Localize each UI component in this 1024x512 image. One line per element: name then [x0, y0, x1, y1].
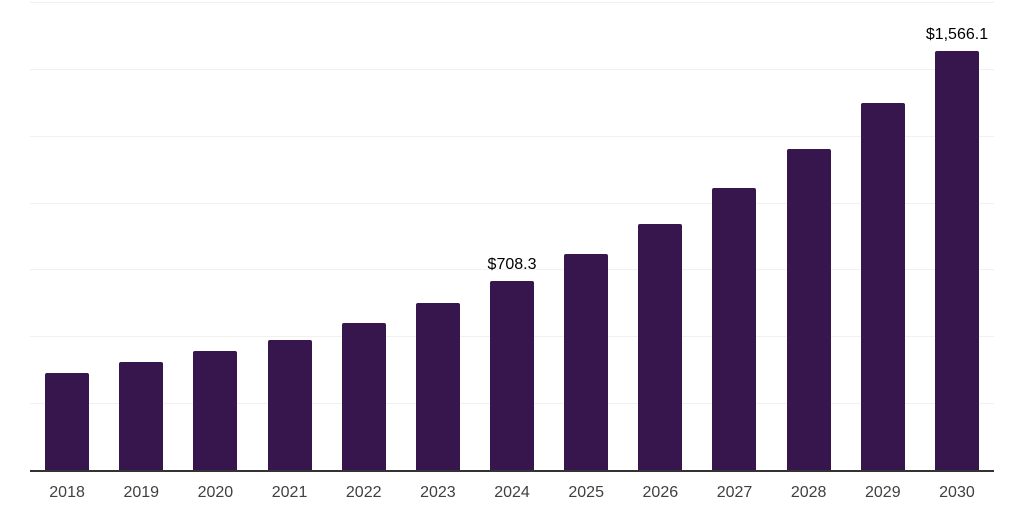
bar-chart: $708.3 $1,566.1 2018 2019 2020 2021 2022 2023 2…	[30, 0, 994, 502]
bar-group-2026	[638, 224, 683, 470]
bar-slot-2024: $708.3	[475, 2, 549, 470]
x-tick-2022: 2022	[345, 484, 382, 501]
bar-slot-2029	[846, 2, 920, 470]
bar-2027	[712, 188, 757, 470]
gridline	[30, 202, 994, 204]
bars-container: $708.3 $1,566.1	[30, 2, 994, 470]
bar-slot-2021	[252, 2, 326, 470]
bar-2026	[638, 224, 683, 470]
bar-group-2019	[119, 362, 164, 470]
bar-2024	[490, 280, 535, 470]
bar-slot-2023	[401, 2, 475, 470]
gridline	[30, 2, 994, 3]
bar-slot-2026	[623, 2, 697, 470]
bar-2029	[860, 103, 905, 470]
bar-group-2023	[415, 303, 460, 470]
bar-2018	[45, 373, 90, 470]
bar-group-2029	[860, 103, 905, 470]
x-tick-2026: 2026	[642, 484, 679, 501]
x-tick-2020: 2020	[197, 484, 234, 501]
x-tick-2019: 2019	[123, 484, 160, 501]
data-label-2024: $708.3	[487, 255, 537, 273]
x-tick-2028: 2028	[790, 484, 827, 501]
bar-group-2020	[193, 351, 238, 470]
x-tick-2025: 2025	[568, 484, 604, 501]
bar-2023	[415, 303, 460, 470]
bar-2021	[267, 340, 312, 470]
bar-2019	[119, 362, 164, 470]
bar-group-2022	[341, 323, 386, 470]
x-tick-2029: 2029	[865, 484, 901, 501]
bar-2022	[341, 323, 386, 470]
x-tick-2018: 2018	[49, 484, 85, 501]
data-label-2030: $1,566.1	[925, 26, 989, 44]
plot-area: $708.3 $1,566.1	[30, 2, 994, 472]
bar-slot-2025	[549, 2, 623, 470]
bar-group-2027	[712, 188, 757, 470]
bar-2025	[564, 254, 609, 470]
bar-group-2018	[45, 373, 90, 470]
x-tick-2027: 2027	[716, 484, 753, 501]
bar-2020	[193, 351, 238, 470]
bar-slot-2019	[104, 2, 178, 470]
bar-slot-2030: $1,566.1	[920, 2, 994, 470]
gridline	[30, 68, 994, 70]
x-axis-labels: 2018 2019 2020 2021 2022 2023 2024 2025 2026 2027…	[30, 472, 994, 502]
bar-2030	[934, 51, 979, 470]
bar-group-2025	[564, 254, 609, 470]
bar-slot-2027	[697, 2, 771, 470]
bar-slot-2018	[30, 2, 104, 470]
bar-group-2030: $1,566.1	[926, 26, 988, 470]
bar-group-2021	[267, 340, 312, 470]
x-tick-2021: 2021	[271, 484, 308, 501]
bar-slot-2020	[178, 2, 252, 470]
gridline	[30, 269, 994, 271]
gridline	[30, 135, 994, 137]
x-tick-2023: 2023	[420, 484, 456, 501]
x-tick-2030: 2030	[939, 484, 975, 501]
bar-2028	[786, 149, 831, 470]
bar-slot-2028	[772, 2, 846, 470]
bar-group-2028	[786, 149, 831, 470]
x-tick-2024: 2024	[494, 484, 530, 501]
bar-slot-2022	[327, 2, 401, 470]
bar-group-2024: $708.3	[488, 256, 536, 470]
